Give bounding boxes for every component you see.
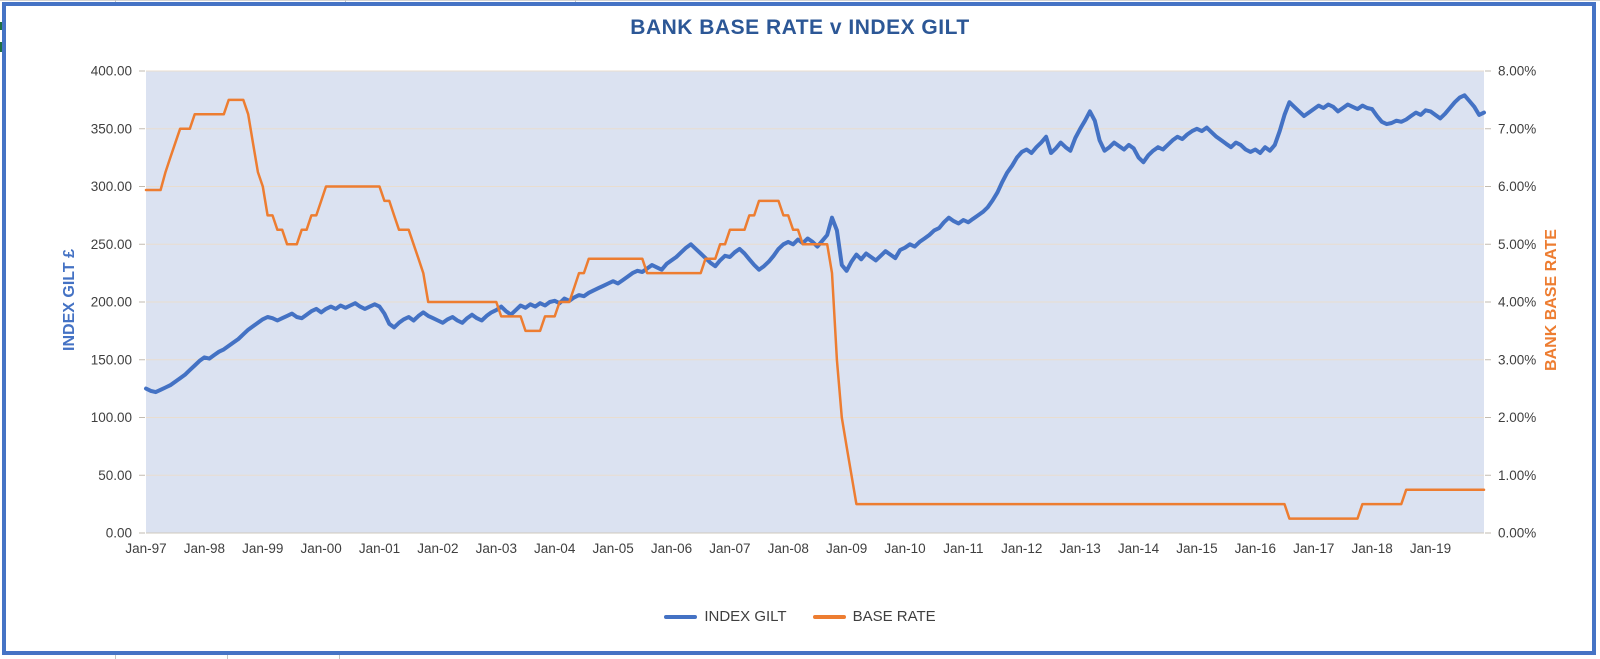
x-axis-tick-label: Jan-15 (1176, 541, 1217, 556)
base-rate-line-swatch (812, 614, 846, 619)
chart-legend: INDEX GILT BASE RATE (0, 608, 1600, 625)
x-axis-tick-label: Jan-10 (884, 541, 925, 556)
legend-item-base-rate[interactable]: BASE RATE (812, 608, 936, 625)
x-axis-tick-label: Jan-08 (768, 541, 809, 556)
x-axis-tick-label: Jan-03 (476, 541, 517, 556)
spreadsheet-column-tick (227, 655, 228, 659)
legend-label: INDEX GILT (704, 608, 787, 625)
right-axis-tick-label: 6.00% (1498, 179, 1536, 194)
x-axis-tick-label: Jan-18 (1351, 541, 1392, 556)
right-axis-tick-label: 1.00% (1498, 468, 1536, 483)
spreadsheet-green-mark (0, 22, 3, 30)
x-axis-tick-label: Jan-09 (826, 541, 867, 556)
series-line-base-rate[interactable] (144, 98, 1486, 520)
x-axis-tick-label: Jan-19 (1410, 541, 1451, 556)
x-axis-tick-label: Jan-14 (1118, 541, 1160, 556)
left-axis-tick-label: 200.00 (91, 295, 132, 310)
x-axis-tick-label: Jan-05 (592, 541, 633, 556)
x-axis-tick-label: Jan-13 (1060, 541, 1101, 556)
right-axis-tick-label: 0.00% (1498, 526, 1536, 541)
x-axis-tick-label: Jan-01 (359, 541, 400, 556)
right-axis-tick-label: 2.00% (1498, 410, 1536, 425)
left-axis-tick-label: 150.00 (91, 352, 132, 367)
index-gilt-line-swatch (664, 614, 698, 619)
x-axis-tick-label: Jan-16 (1235, 541, 1276, 556)
spreadsheet-column-tick (115, 655, 116, 659)
spreadsheet-column-tick (339, 655, 340, 659)
left-axis-tick-label: 100.00 (91, 410, 132, 425)
spreadsheet-gridline-top (0, 0, 1600, 1)
x-axis-tick-label: Jan-98 (184, 541, 225, 556)
right-axis-tick-label: 3.00% (1498, 352, 1536, 367)
left-axis-tick-label: 300.00 (91, 179, 132, 194)
x-axis-tick-label: Jan-07 (709, 541, 750, 556)
right-axis-tick-label: 8.00% (1498, 64, 1536, 79)
left-axis-tick-label: 0.00 (106, 526, 132, 541)
spreadsheet-green-mark (0, 42, 3, 52)
x-axis-tick-label: Jan-00 (301, 541, 342, 556)
x-axis-tick-label: Jan-04 (534, 541, 576, 556)
x-axis-tick-label: Jan-17 (1293, 541, 1334, 556)
x-axis-tick-label: Jan-11 (943, 541, 983, 556)
legend-label: BASE RATE (852, 608, 936, 625)
left-axis-tick-label: 350.00 (91, 121, 132, 136)
x-axis-tick-label: Jan-12 (1001, 541, 1042, 556)
x-axis-tick-label: Jan-97 (125, 541, 166, 556)
legend-item-index-gilt[interactable]: INDEX GILT (664, 608, 787, 625)
left-axis-tick-label: 50.00 (98, 468, 132, 483)
right-axis-tick-label: 5.00% (1498, 237, 1536, 252)
right-axis-tick-label: 7.00% (1498, 121, 1536, 136)
right-axis-tick-label: 4.00% (1498, 295, 1536, 310)
x-axis-tick-label: Jan-02 (417, 541, 458, 556)
x-axis-tick-label: Jan-99 (242, 541, 283, 556)
chart-title: BANK BASE RATE v INDEX GILT (630, 16, 970, 39)
left-axis-tick-label: 400.00 (91, 64, 132, 79)
left-axis-tick-label: 250.00 (91, 237, 132, 252)
x-axis-tick-label: Jan-06 (651, 541, 692, 556)
